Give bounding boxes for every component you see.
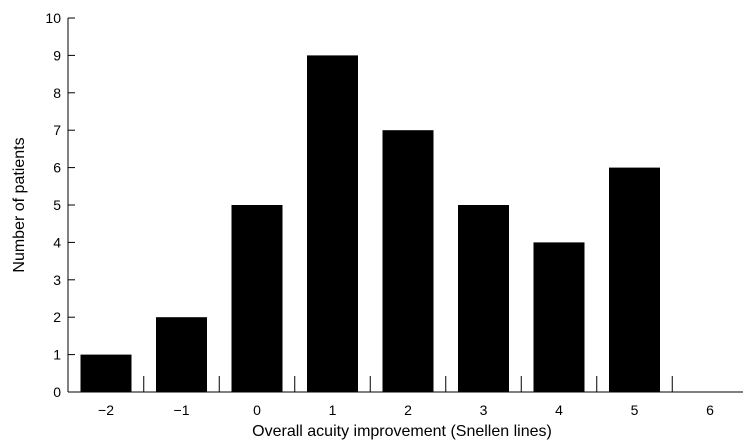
x-tick-label: 1 bbox=[329, 402, 337, 418]
y-tick-label: 10 bbox=[45, 10, 61, 26]
x-tick-label: −1 bbox=[174, 402, 190, 418]
x-tick-label: 5 bbox=[631, 402, 639, 418]
x-tick-label: −2 bbox=[98, 402, 114, 418]
bar bbox=[231, 205, 283, 392]
bar bbox=[458, 205, 509, 392]
bar bbox=[609, 167, 660, 392]
y-tick-label: 2 bbox=[53, 309, 61, 325]
y-tick-label: 9 bbox=[53, 47, 61, 63]
x-axis-title: Overall acuity improvement (Snellen line… bbox=[252, 423, 552, 440]
bar bbox=[80, 354, 132, 392]
bars bbox=[80, 55, 660, 393]
x-tick-label: 4 bbox=[555, 402, 563, 418]
x-tick-label: 2 bbox=[404, 402, 412, 418]
bar bbox=[533, 242, 585, 392]
bar bbox=[156, 317, 207, 392]
y-tick-label: 8 bbox=[53, 85, 61, 101]
bar bbox=[307, 55, 358, 393]
y-tick-label: 4 bbox=[53, 234, 61, 250]
y-tick-label: 1 bbox=[53, 347, 61, 363]
y-axis-title: Number of patients bbox=[11, 137, 28, 272]
y-tick-label: 6 bbox=[53, 160, 61, 176]
x-tick-label: 3 bbox=[480, 402, 488, 418]
y-tick-label: 7 bbox=[53, 122, 61, 138]
x-tick-label: 0 bbox=[253, 402, 261, 418]
x-tick-label: 6 bbox=[706, 402, 714, 418]
y-axis-ticks: 0 1 2 3 4 5 6 7 8 9 10 bbox=[45, 10, 75, 400]
x-axis-ticks: −2 −1 0 1 2 3 4 5 6 bbox=[98, 376, 714, 418]
y-tick-label: 5 bbox=[53, 197, 61, 213]
bar bbox=[382, 130, 434, 392]
y-tick-label: 0 bbox=[53, 384, 61, 400]
y-tick-label: 3 bbox=[53, 272, 61, 288]
